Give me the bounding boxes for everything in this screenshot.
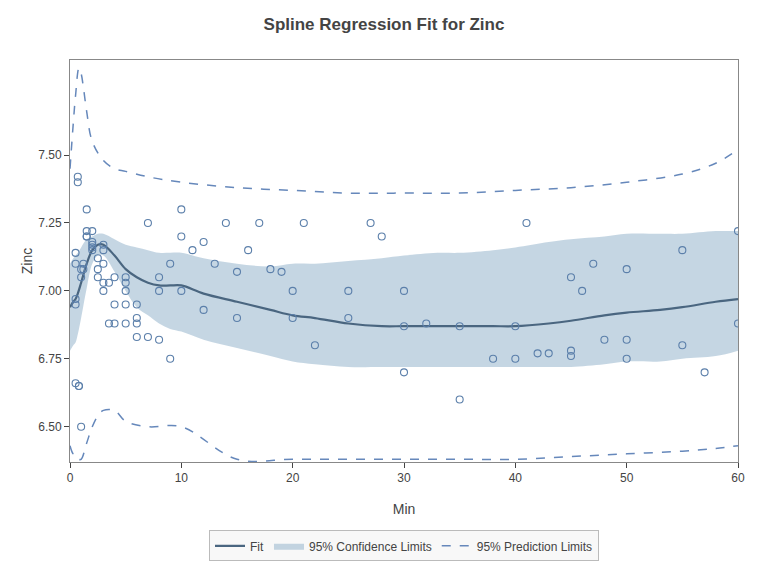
svg-text:20: 20 (286, 471, 300, 485)
svg-text:Fit: Fit (250, 540, 264, 554)
svg-text:60: 60 (731, 471, 745, 485)
svg-text:50: 50 (620, 471, 634, 485)
svg-text:30: 30 (397, 471, 411, 485)
svg-text:95% Prediction Limits: 95% Prediction Limits (477, 540, 592, 554)
svg-text:95% Confidence Limits: 95% Confidence Limits (309, 540, 432, 554)
svg-text:10: 10 (175, 471, 189, 485)
svg-text:Min: Min (393, 501, 416, 517)
svg-text:7.50: 7.50 (38, 148, 62, 162)
svg-text:40: 40 (509, 471, 523, 485)
svg-text:7.00: 7.00 (38, 284, 62, 298)
svg-text:Spline Regression Fit for Zinc: Spline Regression Fit for Zinc (264, 15, 505, 34)
svg-text:6.75: 6.75 (38, 352, 62, 366)
svg-text:0: 0 (67, 471, 74, 485)
svg-text:Zinc: Zinc (19, 248, 35, 274)
svg-text:7.25: 7.25 (38, 216, 62, 230)
svg-text:6.50: 6.50 (38, 420, 62, 434)
